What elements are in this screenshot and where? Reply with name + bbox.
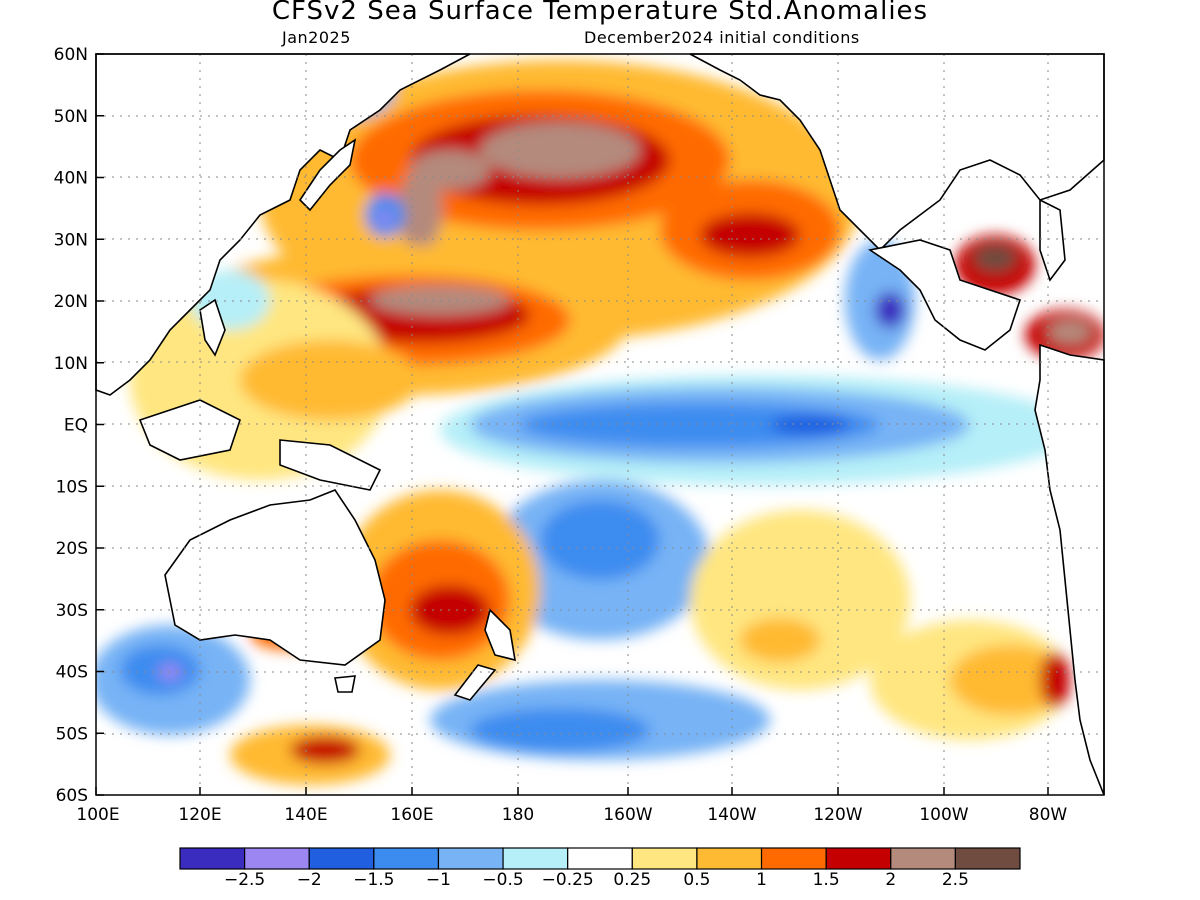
colorbar-swatch [567,847,633,870]
lat-tick-label: 30S [56,601,88,621]
colorbar-label: 2.5 [941,870,969,890]
lat-tick-label: 60N [54,45,88,65]
lat-tick-label: 50N [54,107,88,127]
colorbar-swatch [437,847,504,870]
forecast-month: Jan2025 [282,28,351,47]
lon-tick-label: 80W [1029,805,1068,825]
colorbar-label: 2 [885,870,897,890]
colorbar-swatch [502,847,569,870]
colorbar-label: −1.5 [353,870,395,890]
lon-tick-label: 140E [284,805,327,825]
lon-tick-label: 100W [919,805,968,825]
colorbar-label: −2.5 [223,870,266,890]
initial-conditions: December2024 initial conditions [584,28,860,47]
colorbar-swatch [244,847,310,870]
lat-tick-label: 10N [54,354,88,374]
latitude-axis: 60N 50N 40N 30N 20N 10N EQ 10S 20S 30S 40S 50S 60S [54,45,104,806]
colorbar-swatch [631,847,698,870]
colorbar-swatch [373,847,440,870]
map-title: CFSv2 Sea Surface Temperature Std.Anomal… [271,0,929,26]
lon-tick-label: 180 [502,805,534,825]
colorbar-label: 1.5 [812,870,840,890]
colorbar [179,847,1021,870]
lat-tick-label: EQ [64,416,88,436]
lon-tick-label: 120E [178,805,221,825]
colorbar-label: −1 [425,870,451,890]
lat-tick-label: 20N [54,292,88,312]
lon-tick-label: 100E [76,805,119,825]
colorbar-swatch [954,847,1021,870]
lon-tick-label: 140W [707,805,756,825]
colorbar-label: 0.5 [683,870,711,890]
colorbar-swatch [696,847,763,870]
colorbar-label: −0.5 [482,870,524,890]
lat-tick-label: 20S [56,539,88,559]
lat-tick-label: 60S [56,786,88,806]
colorbar-swatch [760,847,827,870]
lon-tick-label: 120W [813,805,862,825]
lat-tick-label: 10S [56,477,88,497]
colorbar-swatch [308,847,375,870]
longitude-axis: 100E 120E 140E 160E 180 160W 140W 120W 100W 80W [76,787,1067,825]
lat-tick-label: 50S [56,724,88,744]
lat-tick-label: 30N [54,230,88,250]
colorbar-label: −0.25 [541,870,594,890]
lat-tick-label: 40N [54,169,88,189]
colorbar-swatch [825,847,892,870]
colorbar-label: −2 [296,870,322,890]
colorbar-label: 1 [756,870,767,890]
colorbar-label: 0.25 [613,870,652,890]
lon-tick-label: 160E [390,805,433,825]
colorbar-swatch [179,847,246,870]
land-masses [95,53,1105,796]
lon-tick-label: 160W [603,805,652,825]
colorbar-swatch [890,847,956,870]
gridlines [96,54,1104,795]
lat-tick-label: 40S [56,663,88,683]
